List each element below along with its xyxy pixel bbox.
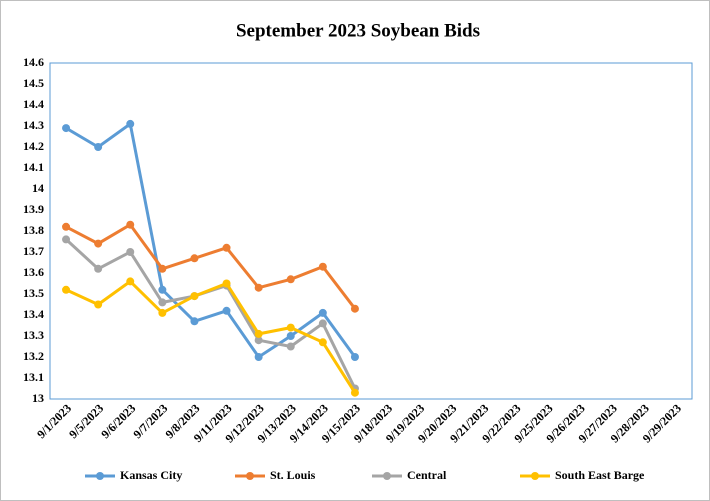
point [94, 239, 103, 248]
y-tick-label: 14.4 [23, 97, 44, 111]
y-tick-label: 13.7 [23, 244, 44, 258]
point [318, 262, 327, 271]
series-line [65, 279, 357, 394]
point [254, 336, 263, 345]
chart-title: September 2023 Soybean Bids [236, 20, 480, 41]
point [222, 243, 231, 252]
point [286, 323, 295, 332]
y-tick-label: 13.1 [23, 370, 44, 384]
point [286, 332, 295, 340]
point [94, 143, 103, 151]
point [190, 254, 199, 263]
series-line [65, 121, 357, 360]
point [318, 308, 327, 317]
y-tick-label: 13.4 [23, 307, 44, 321]
point [286, 342, 295, 351]
point [318, 338, 327, 347]
legend-label: Central [407, 468, 447, 482]
point [94, 264, 103, 273]
legend-label: Kansas City [120, 468, 182, 482]
y-tick-label: 14.5 [23, 76, 44, 90]
point [254, 353, 263, 361]
y-tick-label: 14.2 [23, 139, 44, 153]
y-tick-label: 13.9 [23, 202, 44, 216]
y-tick-label: 13.8 [23, 223, 44, 237]
point [350, 304, 359, 313]
legend-marker [96, 472, 104, 480]
legend-label: South East Barge [555, 468, 645, 482]
y-tick-label: 14.6 [23, 55, 44, 69]
series-line [65, 222, 357, 310]
legend-marker [531, 472, 539, 480]
point [126, 277, 135, 286]
legend-marker [246, 472, 254, 480]
plot-area [49, 62, 693, 400]
point [254, 283, 263, 292]
point [158, 308, 167, 317]
point [190, 317, 199, 326]
point [126, 119, 135, 128]
point [158, 298, 167, 307]
point [62, 285, 71, 294]
point [126, 248, 135, 256]
point [190, 292, 199, 301]
point [350, 353, 359, 361]
y-tick-label: 14 [32, 181, 44, 195]
point [158, 264, 167, 273]
y-tick-label: 13 [32, 391, 44, 405]
point [222, 306, 231, 315]
point [62, 222, 71, 231]
point [254, 329, 263, 338]
y-tick-label: 13.6 [23, 265, 44, 279]
y-tick-label: 13.2 [23, 349, 44, 363]
y-tick-label: 13.5 [23, 286, 44, 300]
y-tick-label: 13.3 [23, 328, 44, 342]
y-tick-label: 14.3 [23, 118, 44, 132]
point [62, 235, 71, 244]
point [222, 279, 231, 288]
point [126, 220, 135, 229]
point [350, 388, 359, 397]
point [318, 319, 327, 328]
point [94, 300, 103, 309]
legend-label: St. Louis [270, 468, 316, 482]
y-tick-label: 14.1 [23, 160, 44, 174]
point [286, 275, 295, 284]
point [62, 124, 71, 133]
point [158, 285, 167, 294]
legend-marker [383, 472, 391, 480]
